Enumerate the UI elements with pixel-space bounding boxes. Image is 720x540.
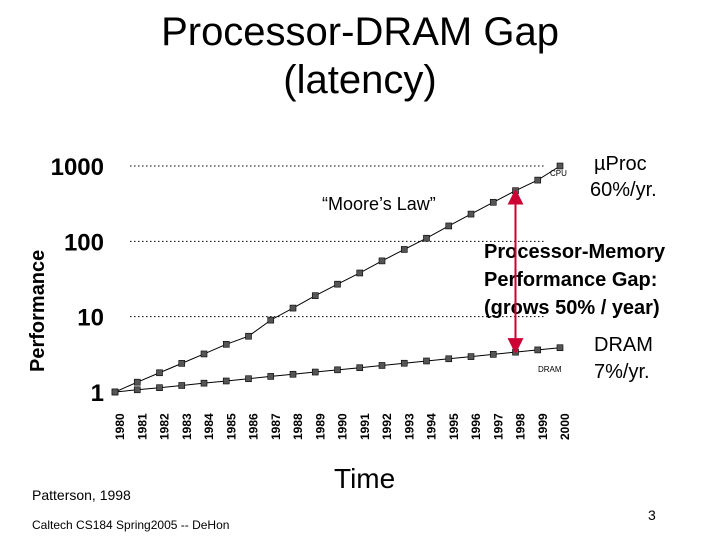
cpu-point-1999 (534, 176, 542, 184)
dram-rate-line-1: DRAM (594, 334, 653, 356)
cpu-rate-line-2: 60%/yr. (590, 179, 657, 201)
dram-point-2000 (556, 344, 564, 352)
dram-point-1999 (534, 346, 542, 354)
y-tick-10: 10 (77, 305, 104, 332)
x-tick-1989: 1989 (313, 413, 327, 440)
x-tick-1993: 1993 (402, 413, 416, 440)
dram-point-1997 (489, 351, 497, 358)
gap-label-line-3: (grows 50% / year) (484, 297, 660, 319)
dram-point-1980 (111, 388, 119, 396)
x-tick-1995: 1995 (447, 413, 461, 440)
x-tick-1992: 1992 (380, 413, 394, 440)
grid-lines (130, 165, 545, 318)
source-note: Patterson, 1998 (32, 487, 131, 503)
dram-point-1996 (467, 353, 475, 360)
title-line-1: Processor-DRAM Gap (161, 10, 559, 54)
cpu-point-1993 (400, 246, 408, 253)
x-tick-2000: 2000 (558, 413, 572, 440)
cpu-point-1982 (156, 369, 163, 377)
cpu-point-1981 (133, 378, 141, 386)
x-tick-1987: 1987 (269, 413, 283, 440)
dram-point-1993 (400, 359, 408, 367)
x-tick-1985: 1985 (224, 413, 238, 440)
x-tick-1983: 1983 (180, 413, 194, 440)
x-tick-1991: 1991 (358, 413, 372, 440)
x-tick-1984: 1984 (202, 413, 216, 440)
x-tick-1990: 1990 (336, 413, 350, 440)
x-tick-1999: 1999 (536, 413, 550, 440)
dram-point-1992 (378, 362, 386, 369)
y-tick-1000: 1000 (51, 154, 104, 181)
x-tick-1988: 1988 (291, 413, 305, 440)
cpu-point-1992 (378, 257, 386, 265)
cpu-point-1989 (311, 292, 319, 299)
x-tick-1980: 1980 (113, 413, 127, 440)
y-tick-labels: 1 10 100 1000 (51, 154, 104, 407)
gap-label-line-1: Processor-Memory (484, 241, 666, 263)
cpu-point-1985 (222, 340, 230, 348)
y-axis-label: Performance (27, 250, 49, 372)
cpu-point-2000 (556, 162, 564, 170)
y-tick-1: 1 (91, 380, 104, 407)
cpu-point-1998 (512, 187, 519, 195)
cpu-point-1994 (423, 234, 430, 242)
slide-title: Processor-DRAM Gap (latency) (0, 8, 720, 104)
cpu-point-1983 (178, 360, 186, 367)
dram-point-1986 (245, 375, 252, 383)
cpu-point-1990 (334, 280, 341, 288)
cpu-point-1995 (445, 222, 453, 230)
cpu-point-1988 (289, 304, 297, 312)
x-tick-1981: 1981 (135, 413, 149, 440)
gap-label-line-2: Performance Gap: (484, 269, 657, 291)
moores-law-label: “Moore’s Law” (322, 194, 436, 214)
x-tick-1996: 1996 (469, 413, 483, 440)
y-tick-100: 100 (64, 229, 104, 256)
dram-point-1981 (133, 386, 141, 394)
dram-point-1985 (222, 377, 230, 385)
cpu-point-1996 (467, 210, 475, 218)
dram-point-1983 (178, 382, 186, 389)
x-tick-1994: 1994 (425, 413, 439, 440)
dram-point-1988 (289, 370, 297, 378)
x-tick-1998: 1998 (514, 413, 528, 440)
cpu-point-1997 (489, 198, 497, 206)
dram-point-1990 (334, 366, 341, 374)
cpu-point-1986 (245, 332, 252, 340)
dram-rate-line-2: 7%/yr. (594, 361, 650, 383)
x-tick-1982: 1982 (158, 413, 172, 440)
dram-point-1998 (512, 348, 519, 356)
x-tick-labels: 1980 1981 1982 1983 1984 1985 1986 1987 1988 1989… (113, 413, 572, 440)
x-tick-1986: 1986 (247, 413, 261, 440)
page-number: 3 (648, 507, 656, 523)
title-line-2: (latency) (283, 58, 437, 102)
dram-series-label: DRAM (538, 365, 562, 374)
cpu-point-1987 (267, 316, 275, 324)
dram-point-1994 (423, 357, 430, 365)
dram-point-1982 (156, 384, 163, 392)
dram-point-1987 (267, 373, 275, 380)
dram-point-1989 (311, 368, 319, 376)
cpu-series-label: CPU (550, 169, 567, 178)
cpu-rate-line-1: µProc (594, 153, 647, 175)
cpu-point-1984 (200, 350, 208, 358)
x-axis-label: Time (334, 463, 395, 494)
dram-point-1991 (356, 364, 364, 372)
course-footer: Caltech CS184 Spring2005 -- DeHon (32, 518, 229, 532)
dram-point-1984 (200, 379, 208, 387)
dram-point-1995 (445, 355, 453, 363)
cpu-point-1991 (356, 269, 364, 277)
x-tick-1997: 1997 (491, 413, 505, 440)
